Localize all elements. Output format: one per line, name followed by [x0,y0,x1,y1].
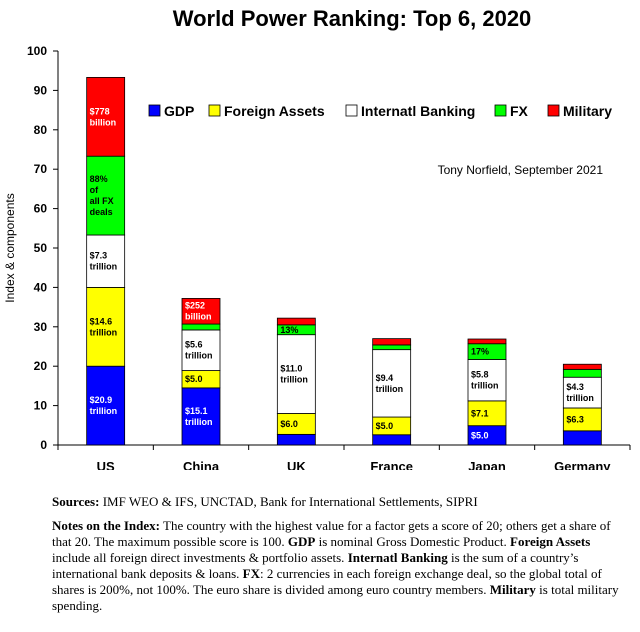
bar-france-gdp [372,434,412,446]
bar-japan-internatl-banking [467,359,507,402]
bar-germany-fx [562,368,602,378]
data-label-china-internatl-banking: $5.6 trillion [185,340,213,361]
military-definition: is total military spending. [52,582,619,613]
legend: GDP Foreign Assets Internatl Banking FX Mili… [148,103,612,119]
y-tick-label: 80 [34,123,48,137]
data-label-france-foreign-assets: $5.0 [376,421,394,431]
sources-text: IMF WEO & IFS, UNCTAD, Bank for Internat… [99,494,478,509]
x-tick-label-japan: Japan [468,459,506,470]
legend-swatch-gdp [148,104,161,117]
fx-definition: : 2 currencies in each foreign exchange … [52,566,602,597]
bar-us-gdp [86,365,126,446]
bar-japan-military [467,338,507,345]
sources-label: Sources: [52,494,100,509]
data-label-us-military: $778 billion [90,106,117,127]
internatl-banking-definition: is the sum of a country’s international … [52,550,579,581]
y-tick-label: 60 [34,202,48,216]
notes-paragraph: Notes on the Index: The country with the… [52,518,630,614]
bar-germany-internatl-banking [562,376,602,409]
y-tick-label: 90 [34,83,48,97]
legend-swatch-internatl-banking [345,104,358,117]
y-tick-label: 10 [34,399,48,413]
data-label-uk-foreign-assets: $6.0 [280,419,298,429]
bar-uk-internatl-banking [276,334,316,414]
x-tick-label-france: France [370,459,413,470]
bar-france-military [372,338,412,346]
bar-china-internatl-banking [181,329,221,371]
bar-us-military [86,76,126,157]
data-label-uk-fx: 13% [280,325,298,335]
bar-china-gdp [181,387,221,446]
notes-text: The country with the highest value for a… [52,518,611,549]
data-label-china-gdp: $15.1 trillion [185,406,213,427]
x-tick-label-uk: UK [287,459,306,470]
foreign-assets-term: Foreign Assets [510,534,591,549]
bar-japan-foreign-assets [467,400,507,427]
bar-china-military [181,298,221,325]
y-tick-label: 0 [40,438,47,452]
data-label-us-fx: 88% of all FX deals [90,174,114,217]
y-tick-label: 40 [34,280,48,294]
bar-uk-military [276,317,316,326]
gdp-definition: is nominal Gross Domestic Product. [315,534,510,549]
data-label-germany-foreign-assets: $6.3 [566,414,584,424]
data-label-us-foreign-assets: $14.6 trillion [90,316,118,337]
bar-us-internatl-banking [86,234,126,288]
sources-paragraph: Sources: IMF WEO & IFS, UNCTAD, Bank for… [52,494,630,510]
y-tick-label: 30 [34,320,48,334]
data-label-japan-fx: 17% [471,347,489,357]
legend-label-gdp: GDP [164,103,194,119]
legend-swatch-military [547,104,560,117]
legend-label-military: Military [563,103,612,119]
data-label-japan-foreign-assets: $7.1 [471,408,489,418]
notes-label: Notes on the Index: [52,518,160,533]
y-tick-label: 70 [34,162,48,176]
data-label-japan-gdp: $5.0 [471,430,489,440]
legend-swatch-fx [494,104,507,117]
data-label-us-gdp: $20.9 trillion [90,395,118,416]
legend-label-foreign-assets: Foreign Assets [224,103,325,119]
bar-france-internatl-banking [372,349,412,418]
notes-section: Sources: IMF WEO & IFS, UNCTAD, Bank for… [52,494,630,622]
world-power-chart: World Power Ranking: Top 6, 2020 Index &… [3,6,631,470]
bar-us-fx [86,155,126,236]
legend-swatch-foreign-assets [208,104,221,117]
gdp-term: GDP [287,534,316,549]
data-label-us-internatl-banking: $7.3 trillion [90,251,118,272]
data-label-germany-internatl-banking: $4.3 trillion [566,382,594,403]
data-label-uk-internatl-banking: $11.0 trillion [280,364,308,385]
legend-label-internatl-banking: Internatl Banking [361,103,475,119]
chart-title: World Power Ranking: Top 6, 2020 [173,6,532,31]
x-tick-label-china: China [183,459,220,470]
author-annotation: Tony Norfield, September 2021 [438,163,604,177]
x-tick-label-germany: Germany [554,459,611,470]
bar-uk-gdp [276,433,316,446]
bar-germany-gdp [562,430,602,446]
data-label-japan-internatl-banking: $5.8 trillion [471,370,499,391]
y-tick-label: 100 [27,44,47,58]
data-label-china-military: $252 billion [185,301,212,322]
x-tick-label-us: US [97,459,115,470]
bar-china-fx [181,323,221,331]
y-tick-label: 20 [34,359,48,373]
bar-france-fx [372,344,412,351]
legend-label-fx: FX [510,103,529,119]
foreign-assets-definition: include all foreign direct investments &… [52,550,348,565]
fx-term: FX [242,566,260,581]
data-label-france-internatl-banking: $9.4 trillion [376,373,404,394]
data-label-china-foreign-assets: $5.0 [185,374,203,384]
y-axis-label: Index & components [3,193,17,302]
military-term: Military [489,582,536,597]
bar-germany-military [562,363,602,370]
y-tick-label: 50 [34,241,48,255]
bar-us-foreign-assets [86,286,126,367]
internatl-banking-term: Internatl Banking [347,550,448,565]
